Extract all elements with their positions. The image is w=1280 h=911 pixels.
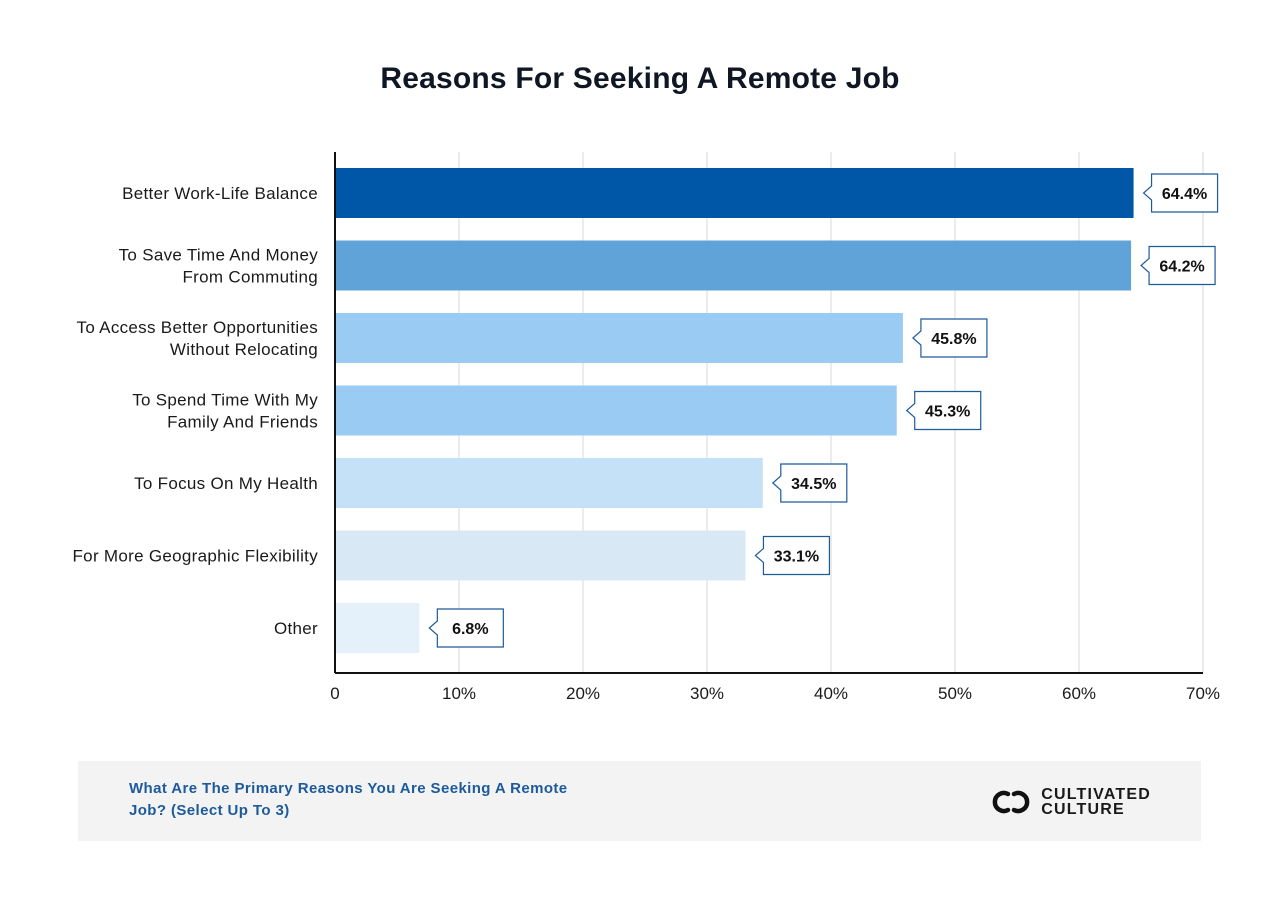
- bar: [335, 458, 763, 508]
- brand-name-line1: CULTIVATED: [1041, 786, 1151, 803]
- brand-name-line2: CULTURE: [1041, 801, 1125, 818]
- bar: [335, 603, 420, 653]
- bar: [335, 385, 897, 436]
- x-tick-label: 70%: [1186, 684, 1220, 703]
- x-tick-label: 0: [330, 684, 339, 703]
- value-label: 64.4%: [1162, 186, 1207, 203]
- category-label: To Focus On My Health: [134, 474, 318, 493]
- value-callout: [1142, 173, 1219, 213]
- bar: [335, 168, 1134, 218]
- footer-panel: What Are The Primary Reasons You Are See…: [78, 761, 1201, 841]
- category-label: Without Relocating: [170, 340, 318, 359]
- x-tick-label: 60%: [1062, 684, 1096, 703]
- category-label: From Commuting: [182, 268, 318, 287]
- x-tick-label: 30%: [690, 684, 724, 703]
- category-label: To Access Better Opportunities: [77, 318, 318, 337]
- category-label: To Save Time And Money: [119, 246, 319, 265]
- x-tick-label: 40%: [814, 684, 848, 703]
- value-callout: [1140, 245, 1216, 286]
- bars: 64.4% 64.2% 45.8% 45.3% 34.5% 33.1% 6.8%: [335, 168, 1219, 653]
- category-label: Family And Friends: [167, 413, 318, 432]
- value-label: 34.5%: [791, 476, 836, 493]
- category-label: Other: [274, 619, 318, 638]
- bar: [335, 313, 903, 363]
- category-label: To Spend Time With My: [132, 391, 318, 410]
- category-label: Better Work-Life Balance: [122, 184, 318, 203]
- x-tick-label: 50%: [938, 684, 972, 703]
- x-tick-label: 10%: [442, 684, 476, 703]
- value-callout: [754, 535, 831, 576]
- value-callout: [428, 608, 504, 648]
- survey-question: What Are The Primary Reasons You Are See…: [129, 780, 568, 819]
- axes: 0 10% 20% 30% 40% 50% 60% 70% Better Work-Life B…: [73, 152, 1220, 703]
- value-label: 64.2%: [1159, 259, 1204, 276]
- brand-name: CULTIVATED CULTURE: [1041, 786, 1151, 818]
- category-label: For More Geographic Flexibility: [73, 547, 319, 566]
- value-callout: [905, 390, 982, 431]
- value-label: 33.1%: [774, 549, 819, 566]
- value-callout: [771, 463, 848, 503]
- value-callout: [912, 318, 988, 358]
- value-label: 45.8%: [931, 331, 976, 348]
- brand: CULTIVATED CULTURE: [991, 785, 1151, 819]
- bar: [335, 240, 1132, 291]
- bar: [335, 530, 746, 581]
- chart-title: Reasons For Seeking A Remote Job: [380, 62, 900, 95]
- value-label: 6.8%: [452, 621, 488, 638]
- x-tick-label: 20%: [566, 684, 600, 703]
- value-label: 45.3%: [925, 404, 970, 421]
- brand-logo-icon: [992, 790, 1030, 814]
